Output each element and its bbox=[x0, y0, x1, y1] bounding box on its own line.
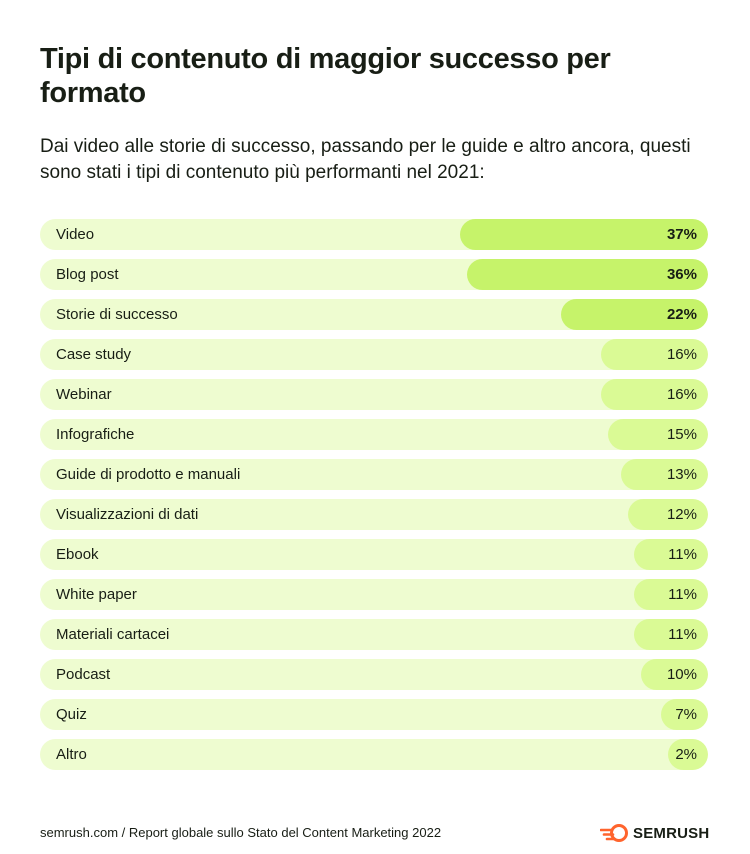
bar-row: Visualizzazioni di dati 12% bbox=[40, 499, 708, 530]
category-label: Webinar bbox=[56, 386, 112, 403]
value-label: 16% bbox=[666, 346, 697, 363]
category-label: Ebook bbox=[56, 546, 99, 563]
value-label: 16% bbox=[666, 386, 697, 403]
value-label: 2% bbox=[675, 746, 697, 763]
value-label: 36% bbox=[666, 266, 697, 283]
bar-row: Video 37% bbox=[40, 219, 708, 250]
bar-row: Webinar 16% bbox=[40, 379, 708, 410]
bar bbox=[560, 299, 708, 330]
bar-row: Blog post 36% bbox=[40, 259, 708, 290]
category-label: Storie di successo bbox=[56, 306, 178, 323]
category-label: Blog post bbox=[56, 266, 119, 283]
bar bbox=[627, 499, 708, 530]
category-label: Materiali cartacei bbox=[56, 626, 170, 643]
bar bbox=[600, 339, 708, 370]
bar bbox=[634, 619, 708, 650]
bar-row: Case study 16% bbox=[40, 339, 708, 370]
value-label: 11% bbox=[668, 546, 697, 563]
category-label: Video bbox=[56, 226, 95, 243]
bar-row: Guide di prodotto e manuali 13% bbox=[40, 459, 708, 490]
category-label: Podcast bbox=[56, 666, 111, 683]
bar bbox=[641, 659, 708, 690]
value-label: 12% bbox=[666, 506, 697, 523]
value-label: 10% bbox=[666, 666, 697, 683]
category-label: Visualizzazioni di dati bbox=[56, 506, 199, 523]
bar-row: White paper 11% bbox=[40, 579, 708, 610]
category-label: Case study bbox=[56, 346, 132, 363]
category-label: Altro bbox=[56, 746, 87, 763]
category-label: Infografiche bbox=[56, 426, 135, 443]
bar-row: Altro 2% bbox=[40, 739, 708, 770]
bar bbox=[460, 219, 708, 250]
bar-row: Podcast 10% bbox=[40, 659, 708, 690]
bar bbox=[466, 259, 708, 290]
bar-row: Materiali cartacei 11% bbox=[40, 619, 708, 650]
bar-row: Ebook 11% bbox=[40, 539, 708, 570]
bar-chart: Video 37% Blog post 36% Storie di successo 22… bbox=[40, 219, 708, 779]
value-label: 13% bbox=[666, 466, 697, 483]
source-note: semrush.com / Report globale sullo Stato… bbox=[40, 825, 442, 840]
bar-row: Storie di successo 22% bbox=[40, 299, 708, 330]
category-label: Guide di prodotto e manuali bbox=[56, 466, 241, 483]
semrush-fireball-icon bbox=[600, 824, 628, 842]
semrush-logo: SEMRUSH bbox=[600, 822, 709, 844]
value-label: 11% bbox=[668, 626, 697, 643]
bar-row: Quiz 7% bbox=[40, 699, 708, 730]
value-label: 11% bbox=[668, 586, 697, 603]
value-label: 15% bbox=[666, 426, 697, 443]
category-label: White paper bbox=[56, 586, 137, 603]
semrush-wordmark: SEMRUSH bbox=[633, 824, 710, 842]
chart-title: Tipi di contenuto di maggior successo pe… bbox=[40, 43, 611, 109]
chart-subtitle: Dai video alle storie di successo, passa… bbox=[40, 136, 691, 183]
bar bbox=[661, 699, 708, 730]
bar bbox=[634, 539, 708, 570]
bar bbox=[600, 379, 708, 410]
bar bbox=[634, 579, 708, 610]
value-label: 37% bbox=[666, 226, 697, 243]
category-label: Quiz bbox=[56, 706, 87, 723]
value-label: 7% bbox=[675, 706, 697, 723]
bar bbox=[620, 459, 708, 490]
bar bbox=[607, 419, 708, 450]
value-label: 22% bbox=[666, 306, 697, 323]
bar bbox=[668, 739, 708, 770]
bar-row: Infografiche 15% bbox=[40, 419, 708, 450]
